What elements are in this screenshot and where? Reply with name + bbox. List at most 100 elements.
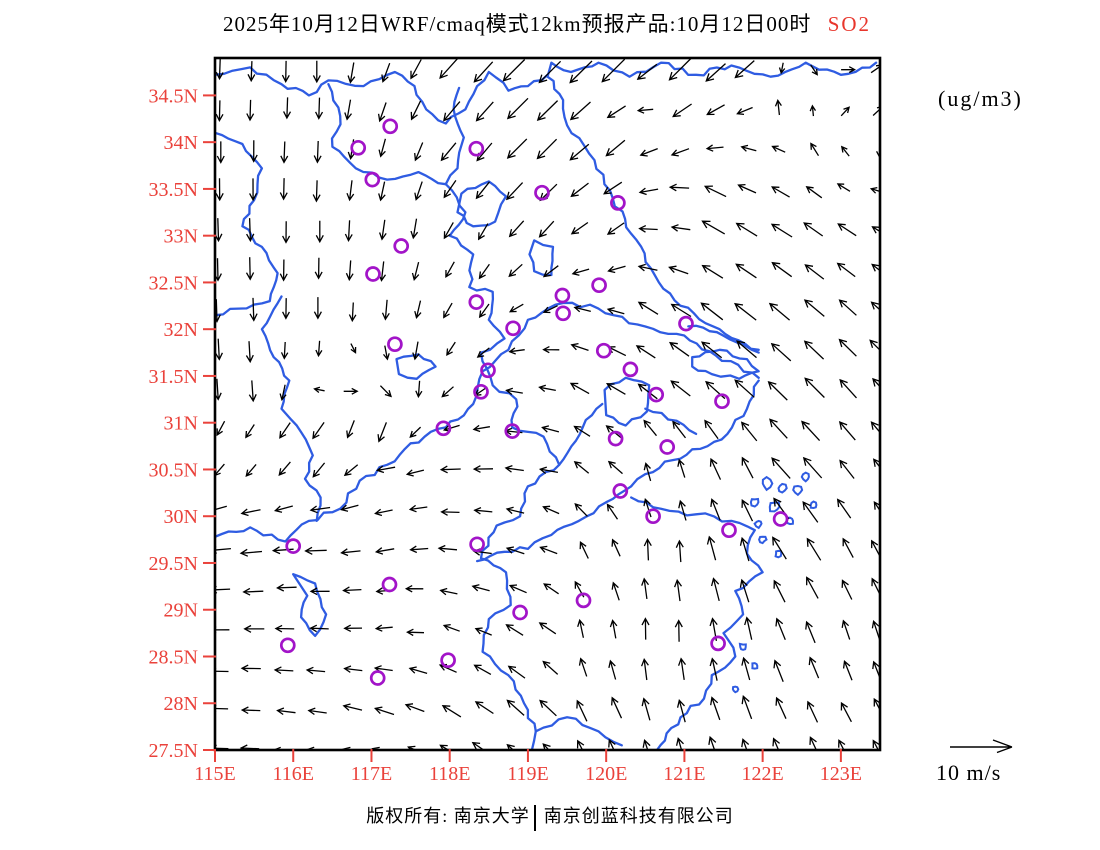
wind-arrow xyxy=(215,58,224,81)
wind-arrow xyxy=(668,341,690,357)
lon-tick-label: 123E xyxy=(820,763,862,785)
wind-arrow xyxy=(735,263,757,279)
wind-arrow xyxy=(246,99,255,122)
wind-arrow xyxy=(379,385,392,398)
wind-arrow xyxy=(539,545,558,555)
wind-arrow xyxy=(242,587,264,596)
wind-arrow xyxy=(348,302,357,323)
wind-arrow xyxy=(678,499,687,521)
wind-arrow xyxy=(701,341,723,359)
wind-arrow xyxy=(315,340,323,358)
wind-arrow xyxy=(474,627,492,636)
wind-arrow xyxy=(246,218,255,243)
wind-arrow xyxy=(215,704,229,713)
wind-arrow xyxy=(343,665,363,673)
wind-arrow xyxy=(670,303,692,318)
wind-arrow xyxy=(637,263,658,272)
wind-arrow xyxy=(471,584,490,592)
wind-arrow xyxy=(343,624,363,632)
lon-tick-label: 122E xyxy=(742,763,784,785)
wind-arrow xyxy=(309,624,329,633)
wind-arrow xyxy=(744,616,753,640)
lat-tick-label: 33N xyxy=(164,226,198,248)
wind-arrow xyxy=(577,618,585,638)
plot-frame xyxy=(213,56,882,752)
wind-arrow xyxy=(377,422,388,443)
page-title-text: 2025年10月12日WRF/cmaq模式12km预报产品:10月12日00时 xyxy=(222,12,812,36)
wind-arrow xyxy=(736,106,753,116)
wind-arrow xyxy=(838,299,857,316)
wind-arrow xyxy=(641,697,651,721)
island-outline xyxy=(774,549,783,559)
wind-arrow xyxy=(611,538,621,557)
wind-arrow xyxy=(838,338,857,357)
wind-arrow xyxy=(774,99,782,116)
wind-arrow xyxy=(606,222,625,235)
wind-arrow xyxy=(248,380,257,403)
wind-arrow xyxy=(215,505,227,514)
station-marker xyxy=(504,423,521,439)
copyright-company: 南京创蓝科技有限公司 xyxy=(543,806,734,826)
station-marker xyxy=(622,361,639,378)
lon-tick-label: 117E xyxy=(351,763,392,785)
wind-arrow xyxy=(570,182,589,198)
wind-arrow xyxy=(606,383,626,395)
wind-arrow xyxy=(240,664,261,673)
wind-arrow xyxy=(771,261,793,278)
wind-arrow xyxy=(770,342,792,362)
station-marker xyxy=(678,315,694,332)
wind-arrow xyxy=(601,58,626,83)
wind-arrow xyxy=(342,703,363,711)
wind-arrow xyxy=(504,464,524,473)
wind-arrow xyxy=(576,699,588,722)
island-outline xyxy=(761,475,774,492)
station-marker xyxy=(512,604,528,621)
province-border-line xyxy=(644,407,698,436)
wind-arrow xyxy=(271,546,294,555)
wind-arrow xyxy=(505,506,525,515)
province-border-line xyxy=(534,716,623,747)
wind-arrow xyxy=(350,343,357,354)
station-marker xyxy=(469,536,485,553)
wind-arrow xyxy=(475,181,491,200)
station-marker xyxy=(534,184,550,201)
page-title: 2025年10月12日WRF/cmaq模式12km预报产品:10月12日00时 … xyxy=(0,8,1094,38)
wind-arrow xyxy=(704,419,719,440)
wind-arrow xyxy=(638,187,659,196)
province-border-line xyxy=(444,183,519,429)
wind-arrow xyxy=(443,302,453,319)
island-outline xyxy=(751,662,759,670)
wind-arrow xyxy=(415,380,423,399)
wind-arrow xyxy=(381,62,391,83)
wind-arrow xyxy=(505,182,524,201)
station-marker xyxy=(610,195,626,211)
station-marker xyxy=(595,342,612,359)
station-marker xyxy=(607,430,624,447)
wind-arrow xyxy=(637,383,658,400)
wind-arrow xyxy=(643,462,652,482)
wind-arrow xyxy=(508,347,525,355)
wind-arrow xyxy=(635,345,656,359)
wind-arrow xyxy=(276,583,297,592)
wind-arrow xyxy=(507,665,526,679)
wind-arrow xyxy=(871,619,880,641)
wind-arrow xyxy=(240,706,261,715)
wind-arrow xyxy=(542,265,559,278)
island-outline xyxy=(749,497,760,508)
wind-arrow xyxy=(344,99,353,121)
wind-arrow xyxy=(346,420,355,439)
station-marker xyxy=(505,320,521,337)
wind-arrow xyxy=(737,183,757,194)
wind-arrow xyxy=(378,138,387,158)
wind-arrow xyxy=(440,508,460,516)
wind-arrow xyxy=(673,578,683,602)
wind-arrow xyxy=(312,180,321,203)
wind-arrow xyxy=(373,706,395,716)
wind-arrow xyxy=(407,745,417,750)
wind-arrow xyxy=(410,100,422,121)
lon-tick-label: 116E xyxy=(272,763,313,785)
wind-arrow xyxy=(705,144,724,152)
wind-arrow xyxy=(642,738,651,750)
wind-arrow xyxy=(473,61,494,83)
wind-arrow xyxy=(538,622,557,635)
